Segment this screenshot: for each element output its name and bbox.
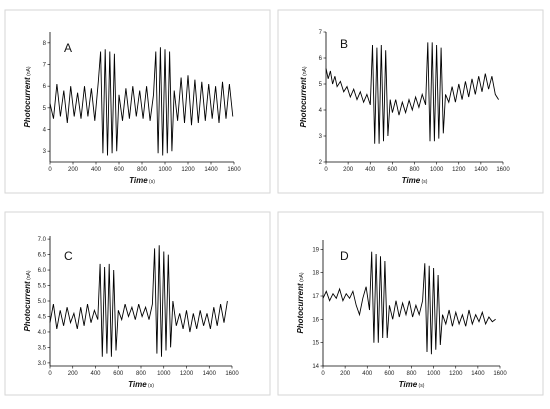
y-tick-label: 5.5 xyxy=(38,284,47,290)
x-tick-label: 1400 xyxy=(204,167,218,173)
panel-label: C xyxy=(64,249,73,263)
y-tick-label: 17 xyxy=(312,294,319,300)
panel-frame xyxy=(277,211,544,396)
y-tick-label: 5.0 xyxy=(38,299,47,305)
panel-a: 0 200 400 600 800 1000 1200 1400 1600 3 4 5 6 7 8 Photo… xyxy=(4,9,271,194)
x-tick-label: 1000 xyxy=(430,167,444,173)
y-axis-title: Photocurrent (nA) xyxy=(299,66,308,127)
x-tick-label: 0 xyxy=(48,167,52,173)
x-tick-label: 1200 xyxy=(452,167,466,173)
x-tick-label: 800 xyxy=(136,371,147,377)
panel-c: 0 200 400 600 800 1000 1200 1400 1600 3.0 3.5 4.0 4.… xyxy=(4,211,271,396)
y-tick-label: 6.0 xyxy=(38,268,47,274)
y-axis-title: Photocurrent (nA) xyxy=(23,270,32,331)
y-tick-label: 7.0 xyxy=(38,237,47,243)
x-axis-title: Time (s) xyxy=(399,380,425,389)
x-tick-label: 1600 xyxy=(225,371,239,377)
x-tick-label: 400 xyxy=(365,167,376,173)
x-axis-title: Time (s) xyxy=(128,380,154,389)
photocurrent-series-line xyxy=(49,245,228,357)
y-tick-label: 16 xyxy=(312,317,319,323)
x-tick-label: 400 xyxy=(91,167,102,173)
y-tick-label: 6.5 xyxy=(38,253,47,259)
y-tick-label: 15 xyxy=(312,341,319,347)
y-tick-label: 4.0 xyxy=(38,330,47,336)
x-tick-label: 1000 xyxy=(157,371,171,377)
y-tick-label: 3.5 xyxy=(38,345,47,351)
y-tick-label: 4.5 xyxy=(38,314,47,320)
x-tick-label: 0 xyxy=(321,371,325,377)
x-tick-label: 600 xyxy=(387,167,398,173)
x-tick-label: 0 xyxy=(324,167,328,173)
x-tick-label: 200 xyxy=(343,167,354,173)
x-tick-label: 1200 xyxy=(181,167,195,173)
x-tick-label: 800 xyxy=(406,371,417,377)
x-tick-label: 1400 xyxy=(471,371,485,377)
panel-frame xyxy=(4,9,271,194)
y-tick-label: 6 xyxy=(319,56,323,62)
y-tick-label: 3.0 xyxy=(38,361,47,367)
x-axis-title: Time (s) xyxy=(129,176,155,185)
x-tick-label: 200 xyxy=(68,371,79,377)
panel-d: 0 200 400 600 800 1000 1200 1400 1600 14 15 16 17 18 1… xyxy=(277,211,544,396)
x-tick-label: 400 xyxy=(362,371,373,377)
panel-label: B xyxy=(340,37,348,51)
x-tick-label: 1200 xyxy=(180,371,194,377)
x-tick-label: 1200 xyxy=(449,371,463,377)
y-tick-label: 6 xyxy=(43,84,47,90)
y-tick-label: 5 xyxy=(319,82,323,88)
x-axis-title: Time (s) xyxy=(402,176,428,185)
x-tick-label: 1600 xyxy=(496,167,510,173)
x-tick-label: 200 xyxy=(68,167,79,173)
y-axis-title: Photocurrent (nA) xyxy=(296,272,305,333)
x-tick-label: 600 xyxy=(114,167,125,173)
y-tick-label: 3 xyxy=(43,149,47,155)
x-tick-label: 800 xyxy=(137,167,148,173)
y-tick-label: 18 xyxy=(312,271,319,277)
y-tick-label: 3 xyxy=(319,134,323,140)
x-tick-label: 0 xyxy=(48,371,52,377)
y-tick-label: 5 xyxy=(43,106,47,112)
photocurrent-series-line xyxy=(322,251,496,355)
photocurrent-series-line xyxy=(325,42,499,144)
y-tick-label: 2 xyxy=(319,160,323,166)
photocurrent-series-line xyxy=(49,47,234,156)
y-tick-label: 4 xyxy=(43,128,47,134)
panel-frame xyxy=(4,211,271,396)
x-tick-label: 1000 xyxy=(158,167,172,173)
y-tick-label: 7 xyxy=(43,63,47,69)
panel-frame xyxy=(277,9,544,194)
panel-label: D xyxy=(340,249,349,263)
y-tick-label: 8 xyxy=(43,41,47,47)
y-tick-label: 19 xyxy=(312,247,319,253)
x-tick-label: 1400 xyxy=(203,371,217,377)
x-tick-label: 200 xyxy=(340,371,351,377)
y-axis-title: Photocurrent (nA) xyxy=(23,66,32,127)
x-tick-label: 800 xyxy=(409,167,420,173)
x-tick-label: 600 xyxy=(384,371,395,377)
panel-label: A xyxy=(64,41,72,55)
y-tick-label: 14 xyxy=(312,364,319,370)
x-tick-label: 1000 xyxy=(427,371,441,377)
x-tick-label: 600 xyxy=(113,371,124,377)
x-tick-label: 1400 xyxy=(474,167,488,173)
x-tick-label: 1600 xyxy=(227,167,241,173)
x-tick-label: 400 xyxy=(90,371,101,377)
y-tick-label: 7 xyxy=(319,30,323,36)
x-tick-label: 1600 xyxy=(493,371,507,377)
y-tick-label: 4 xyxy=(319,108,323,114)
panel-b: 0 200 400 600 800 1000 1200 1400 1600 2 3 4 5 6 7 Photo… xyxy=(277,9,544,194)
